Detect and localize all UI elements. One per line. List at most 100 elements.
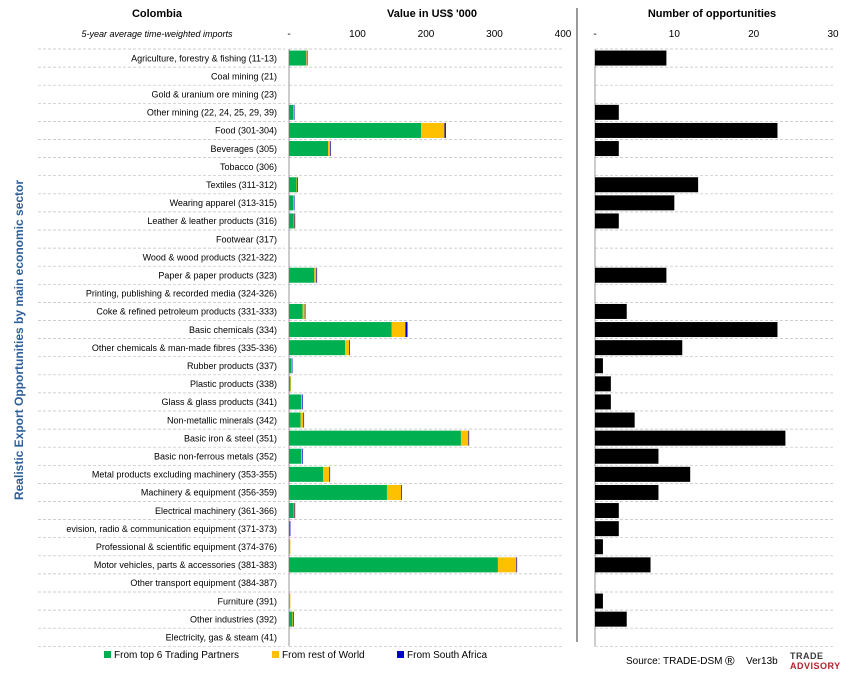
category-label: Food (301-304) <box>215 126 277 136</box>
value-bar <box>289 557 498 573</box>
value-tick-label: 100 <box>349 29 366 40</box>
category-label: Textiles (311-312) <box>206 180 277 190</box>
value-bar <box>468 430 470 446</box>
opportunity-bar <box>595 503 619 519</box>
opps-chart-title: Number of opportunities <box>648 8 776 20</box>
value-bar <box>323 466 330 482</box>
value-bar <box>289 376 291 392</box>
value-bar <box>304 303 306 319</box>
category-label: Machinery & equipment (356-359) <box>141 488 277 498</box>
opportunity-bar <box>595 430 786 446</box>
opportunity-bar <box>595 521 619 537</box>
value-bar <box>293 195 295 211</box>
opportunity-bar <box>595 466 691 482</box>
category-label: Other chemicals & man-made fibres (335-3… <box>92 343 277 353</box>
value-bar <box>294 213 296 229</box>
opps-tick-label: 30 <box>827 29 839 40</box>
value-tick-label: 200 <box>418 29 435 40</box>
opportunity-bar <box>595 122 778 138</box>
opportunity-bar <box>595 141 619 157</box>
opportunity-bar <box>595 539 603 555</box>
value-bar <box>290 376 292 392</box>
value-bar <box>328 141 331 157</box>
value-bar <box>386 484 402 500</box>
category-label: Printing, publishing & recorded media (3… <box>86 289 277 299</box>
category-label: Coal mining (21) <box>211 71 277 81</box>
value-bar <box>421 122 445 138</box>
opps-tick-label: - <box>593 29 596 40</box>
value-bar <box>289 50 307 66</box>
value-tick-label: 400 <box>555 29 572 40</box>
country-title: Colombia <box>132 8 183 20</box>
value-bar <box>391 322 406 338</box>
legend-swatch <box>397 651 404 658</box>
subtitle: 5-year average time-weighted imports <box>81 29 233 39</box>
category-label: Basic iron & steel (351) <box>184 433 277 443</box>
opportunity-bar <box>595 322 778 338</box>
value-bar <box>289 122 422 138</box>
category-label: Motor vehicles, parts & accessories (381… <box>94 560 277 570</box>
value-bar <box>289 322 392 338</box>
opps-tick-label: 20 <box>748 29 760 40</box>
category-label: Footwear (317) <box>216 234 277 244</box>
value-bar <box>497 557 517 573</box>
category-label: Leather & leather products (316) <box>147 216 277 226</box>
category-label: Tobacco (306) <box>220 162 277 172</box>
value-bar <box>289 484 387 500</box>
value-bar <box>444 122 446 138</box>
category-label: Electrical machinery (361-366) <box>155 506 277 516</box>
value-chart-title: Value in US$ '000 <box>387 8 477 20</box>
legend-label: From South Africa <box>407 650 487 661</box>
value-bar <box>289 213 294 229</box>
category-label: Professional & scientific equipment (374… <box>96 542 277 552</box>
value-bar <box>306 50 307 66</box>
value-bar <box>297 177 298 193</box>
category-label: Agriculture, forestry & fishing (11-13) <box>131 53 277 63</box>
opportunity-bar <box>595 484 659 500</box>
opportunity-bar <box>595 195 675 211</box>
value-bar <box>289 521 291 537</box>
opportunity-bar <box>595 412 635 428</box>
value-bar <box>289 539 291 555</box>
category-label: Other mining (22, 24, 25, 29, 39) <box>147 108 277 118</box>
value-bar <box>460 430 469 446</box>
category-label: Basic non-ferrous metals (352) <box>154 451 277 461</box>
opportunity-bar <box>595 213 619 229</box>
value-bar <box>289 539 290 555</box>
value-bar <box>291 358 293 374</box>
value-bar <box>289 340 346 356</box>
value-bar <box>301 448 303 464</box>
value-bar <box>289 141 329 157</box>
opps-tick-label: 10 <box>669 29 681 40</box>
value-bar <box>330 141 331 157</box>
category-label: Gold & uranium ore mining (23) <box>151 89 277 99</box>
category-label: Other transport equipment (384-387) <box>130 578 277 588</box>
value-bar <box>306 50 308 66</box>
value-bar <box>401 484 403 500</box>
category-label: Electricity, gas & steam (41) <box>166 632 277 642</box>
category-label: Non-metallic minerals (342) <box>167 415 277 425</box>
value-bar <box>289 195 294 211</box>
y-axis-label: Realistic Export Opportunities by main e… <box>12 180 26 500</box>
value-bar <box>289 430 461 446</box>
value-bar <box>289 177 297 193</box>
value-bar <box>300 412 304 428</box>
value-bar <box>289 358 292 374</box>
category-label: Plastic products (338) <box>190 379 277 389</box>
category-label: Beverages (305) <box>210 144 277 154</box>
opportunity-bar <box>595 358 603 374</box>
value-bar <box>293 104 295 120</box>
value-bar <box>316 267 318 283</box>
opportunity-bar <box>595 104 619 120</box>
value-bar <box>292 611 294 627</box>
value-bar <box>302 394 303 410</box>
value-bar <box>293 611 294 627</box>
category-label: Metal products excluding machinery (353-… <box>92 470 277 480</box>
value-bar <box>289 503 294 519</box>
category-label: Paper & paper products (323) <box>158 270 277 280</box>
opportunity-bar <box>595 303 627 319</box>
category-label: Coke & refined petroleum products (331-3… <box>96 307 277 317</box>
value-bar <box>291 358 292 374</box>
value-bar <box>289 267 315 283</box>
